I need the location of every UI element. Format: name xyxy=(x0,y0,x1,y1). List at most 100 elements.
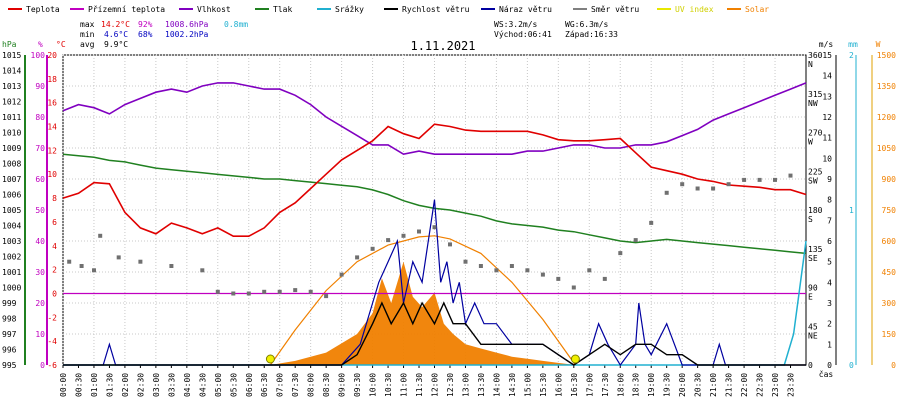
pct-tick-label: 30 xyxy=(35,268,45,277)
x-tick-label: 12:30 xyxy=(446,373,455,397)
ms-tick-label: 8 xyxy=(827,196,832,205)
x-tick-label: 07:30 xyxy=(291,373,300,397)
wind-dir-point xyxy=(370,246,375,251)
sun-event-marker xyxy=(265,354,275,364)
x-tick-label: 00:00 xyxy=(59,373,68,397)
wind-gust-line xyxy=(63,199,806,367)
x-tick-label: 06:30 xyxy=(260,373,269,397)
ms-tick-label: 2 xyxy=(827,320,832,329)
hpa-tick-label: 997 xyxy=(2,330,17,339)
x-tick-label: 11:30 xyxy=(415,373,424,397)
wind-dir-point xyxy=(649,220,654,225)
stat-avg-label: avg xyxy=(80,40,95,49)
x-tick-label: 13:00 xyxy=(461,373,470,397)
w-tick-label: 450 xyxy=(882,268,897,277)
x-tick-label: 12:00 xyxy=(431,373,440,397)
dir-tick-label: 180 xyxy=(808,206,823,215)
ms-unit-label: m/s xyxy=(819,40,834,49)
wind-dir-point xyxy=(339,272,344,277)
w-tick-label: 0 xyxy=(891,361,896,370)
w-tick-label: 1050 xyxy=(877,144,896,153)
legend-label: UV index xyxy=(675,5,714,14)
x-tick-label: 15:30 xyxy=(539,373,548,397)
x-tick-label: 15:00 xyxy=(523,373,532,397)
wind-dir-point xyxy=(478,264,483,268)
x-tick-label: 09:00 xyxy=(338,373,347,397)
humidity-line xyxy=(62,82,807,156)
temp-unit-label: °C xyxy=(56,40,66,49)
mm-tick-label: 1 xyxy=(849,206,854,215)
solar-max-curve xyxy=(269,235,576,366)
x-tick-label: 10:30 xyxy=(384,373,393,397)
temp-tick-label: 0 xyxy=(52,289,57,298)
ms-tick-label: 10 xyxy=(822,154,832,163)
wind-dir-point xyxy=(92,268,96,273)
wind-dir-point xyxy=(571,285,576,290)
stat-sunrise: Východ:06:41 xyxy=(494,30,552,39)
wind-dir-point xyxy=(417,229,421,234)
wind-dir-point xyxy=(432,225,437,230)
wind-dir-point xyxy=(277,289,282,294)
x-tick-label: 00:30 xyxy=(74,373,83,397)
stat-max-temp: 14.2°C xyxy=(101,20,130,29)
hpa-tick-label: 1000 xyxy=(2,284,21,293)
x-tick-label: 04:30 xyxy=(198,373,207,397)
temp-tick-label: 8 xyxy=(52,194,57,203)
wind-dir-point xyxy=(231,291,236,296)
dir-tick-label: NW xyxy=(808,99,818,108)
ms-tick-label: 9 xyxy=(827,175,832,184)
x-tick-label: 03:00 xyxy=(152,373,161,397)
wind-dir-point xyxy=(711,186,716,191)
wind-dir-point xyxy=(494,268,499,273)
temp-tick-label: 6 xyxy=(52,218,57,227)
wind-dir-point xyxy=(509,264,514,268)
x-tick-label: 02:00 xyxy=(121,373,130,397)
x-tick-label: 05:30 xyxy=(229,373,238,397)
pressure-line xyxy=(62,153,807,255)
x-tick-label: 22:00 xyxy=(740,373,749,397)
temp-tick-label: 10 xyxy=(47,170,57,179)
stat-max-label: max xyxy=(80,20,95,29)
rain-line xyxy=(63,240,807,366)
pct-tick-label: 70 xyxy=(35,144,45,153)
wind-dir-point xyxy=(664,190,669,195)
wind-dir-point xyxy=(556,276,561,281)
stat-avg-temp: 9.9°C xyxy=(104,40,128,49)
wind-dir-point xyxy=(246,291,251,296)
x-tick-label: 18:00 xyxy=(616,373,625,397)
temp-tick-label: 4 xyxy=(52,242,57,251)
stat-min-hum: 68% xyxy=(138,30,153,39)
w-tick-label: 300 xyxy=(882,299,897,308)
dir-tick-label: N xyxy=(808,60,813,69)
legend-label: Teplota xyxy=(26,5,60,14)
wind-dir-point xyxy=(757,177,762,182)
pct-tick-label: 0 xyxy=(40,361,45,370)
x-axis-label: čas xyxy=(819,369,834,379)
stat-min-label: min xyxy=(80,30,95,39)
x-tick-label: 06:00 xyxy=(245,373,254,397)
legend-label: Směr větru xyxy=(591,5,639,14)
pct-tick-label: 100 xyxy=(31,51,46,60)
stat-max-hum: 92% xyxy=(138,20,153,29)
ms-tick-label: 1 xyxy=(827,340,832,349)
hpa-tick-label: 1002 xyxy=(2,253,21,262)
stat-sunset: Západ:16:33 xyxy=(565,30,618,39)
wind-dir-point xyxy=(401,233,406,238)
dir-tick-label: 135 xyxy=(808,245,823,254)
wind-dir-point xyxy=(169,264,174,268)
x-tick-label: 13:30 xyxy=(477,373,486,397)
temp-tick-label: 16 xyxy=(47,99,57,108)
pct-tick-label: 10 xyxy=(35,330,45,339)
stat-wg: WG:6.3m/s xyxy=(565,20,609,29)
ms-tick-label: 15 xyxy=(822,51,832,60)
wind-dir-point xyxy=(695,186,700,191)
wind-dir-point xyxy=(788,173,793,178)
ms-tick-label: 13 xyxy=(822,92,832,101)
wind-dir-point xyxy=(355,255,360,260)
dir-tick-label: 0 xyxy=(808,361,813,370)
w-tick-label: 750 xyxy=(882,206,897,215)
hpa-tick-label: 1014 xyxy=(2,67,21,76)
legend-label: Rychlost větru xyxy=(402,5,470,14)
x-tick-label: 05:00 xyxy=(214,373,223,397)
